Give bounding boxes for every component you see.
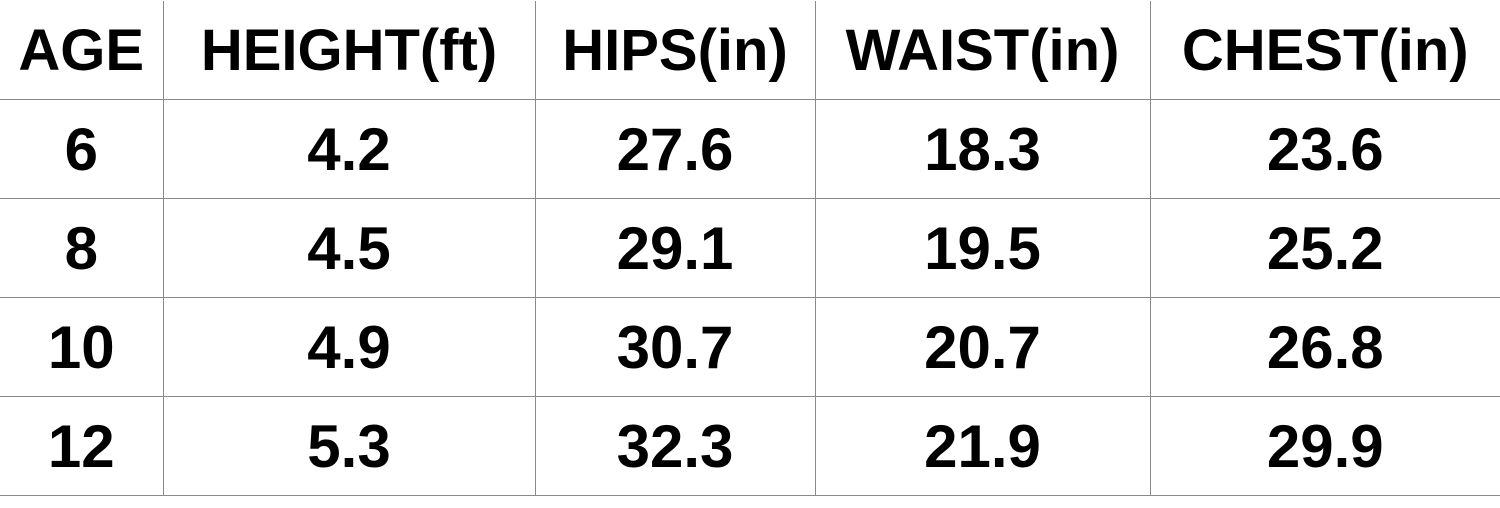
table-cell: 25.2 xyxy=(1149,198,1500,298)
table-cell: 6 xyxy=(0,99,164,199)
table-cell: 30.7 xyxy=(534,297,816,397)
header-cell: HIPS(in) xyxy=(534,1,816,100)
table-cell: 4.9 xyxy=(162,297,536,397)
table-cell: 4.5 xyxy=(162,198,536,298)
header-cell: AGE xyxy=(0,1,164,100)
data-row: 10 4.9 30.7 20.7 26.8 xyxy=(0,297,1500,397)
table-cell: 23.6 xyxy=(1149,99,1500,199)
table-cell: 12 xyxy=(0,396,164,496)
header-cell: CHEST(in) xyxy=(1149,1,1500,100)
table-cell: 18.3 xyxy=(814,99,1151,199)
header-row: AGE HEIGHT(ft) HIPS(in) WAIST(in) CHEST(in) xyxy=(0,1,1500,100)
data-row: 6 4.2 27.6 18.3 23.6 xyxy=(0,99,1500,199)
table-cell: 19.5 xyxy=(814,198,1151,298)
header-cell: WAIST(in) xyxy=(814,1,1151,100)
data-row: 12 5.3 32.3 21.9 29.9 xyxy=(0,396,1500,496)
data-row: 8 4.5 29.1 19.5 25.2 xyxy=(0,198,1500,298)
table-cell: 4.2 xyxy=(162,99,536,199)
size-table: AGE HEIGHT(ft) HIPS(in) WAIST(in) CHEST(in) 6… xyxy=(0,1,1500,496)
table-cell: 20.7 xyxy=(814,297,1151,397)
table-cell: 26.8 xyxy=(1149,297,1500,397)
table-cell: 27.6 xyxy=(534,99,816,199)
table-cell: 29.1 xyxy=(534,198,816,298)
table-cell: 10 xyxy=(0,297,164,397)
header-cell: HEIGHT(ft) xyxy=(162,1,536,100)
table-body: AGE HEIGHT(ft) HIPS(in) WAIST(in) CHEST(in) 6… xyxy=(0,1,1500,496)
table-cell: 21.9 xyxy=(814,396,1151,496)
table-cell: 32.3 xyxy=(534,396,816,496)
table-cell: 5.3 xyxy=(162,396,536,496)
table-cell: 29.9 xyxy=(1149,396,1500,496)
table-cell: 8 xyxy=(0,198,164,298)
